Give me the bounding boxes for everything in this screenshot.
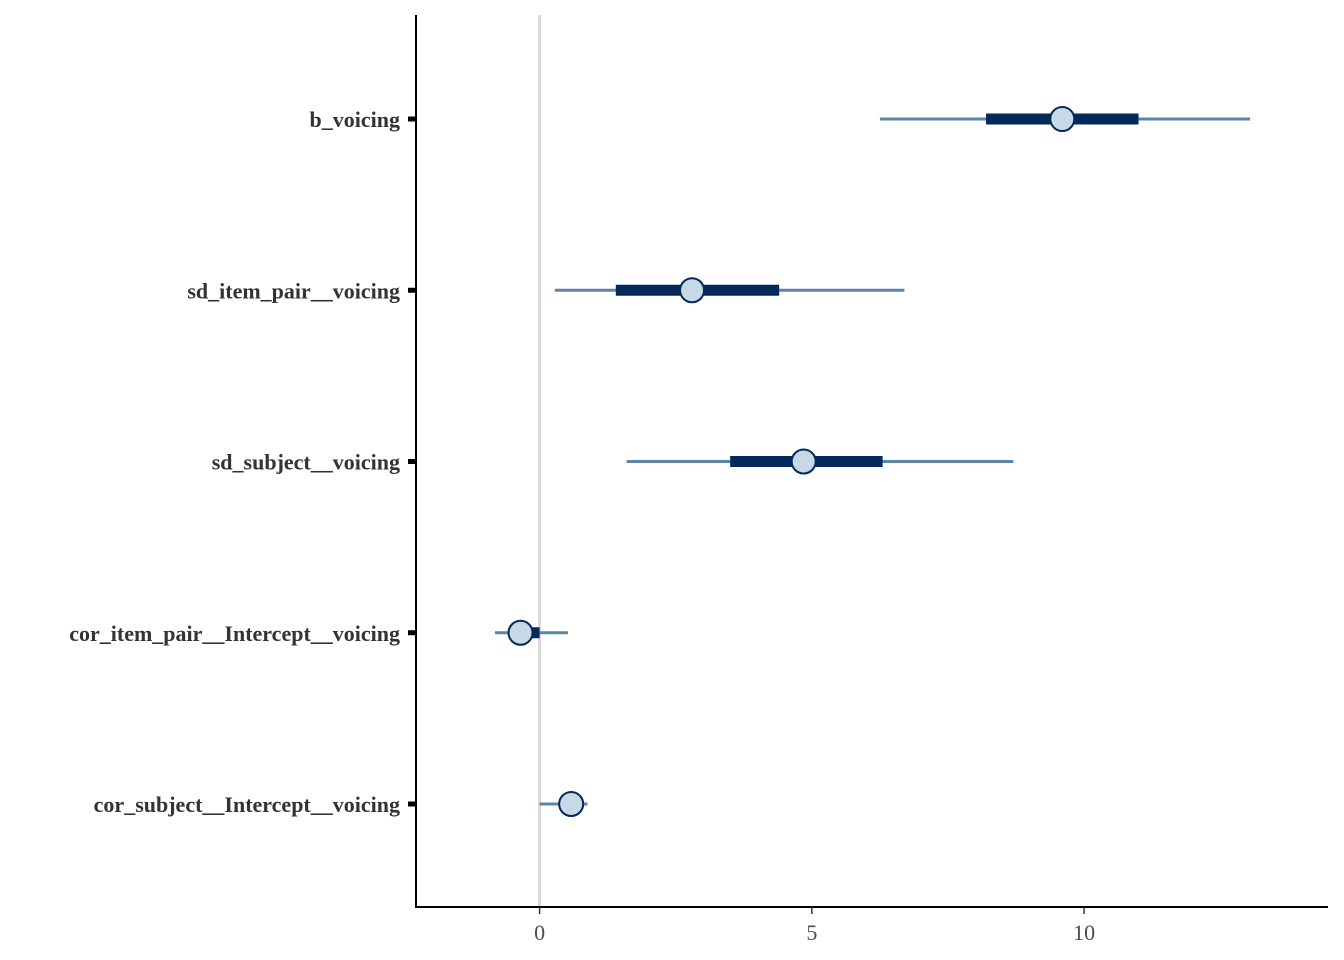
y-tick-label: cor_subject__Intercept__voicing — [94, 792, 400, 817]
x-axis-ticks: 0 5 10 — [534, 907, 1095, 945]
point-estimate — [679, 277, 706, 304]
interval-marks — [494, 106, 1251, 817]
y-tick-label: sd_subject__voicing — [212, 450, 400, 475]
y-tick-label: sd_item_pair__voicing — [187, 278, 400, 303]
point-estimate — [790, 448, 817, 475]
point-estimate — [558, 791, 585, 817]
y-tick-label: b_voicing — [310, 107, 400, 132]
point-estimate — [1049, 106, 1076, 132]
x-tick-label: 5 — [806, 920, 817, 945]
y-tick-label: cor_item_pair__Intercept__voicing — [69, 621, 400, 646]
y-axis-ticks: b_voicing sd_item_pair__voicing sd_subject… — [69, 107, 416, 817]
point-estimate — [507, 619, 534, 646]
x-tick-label: 0 — [534, 920, 545, 945]
x-tick-label: 10 — [1073, 920, 1095, 945]
